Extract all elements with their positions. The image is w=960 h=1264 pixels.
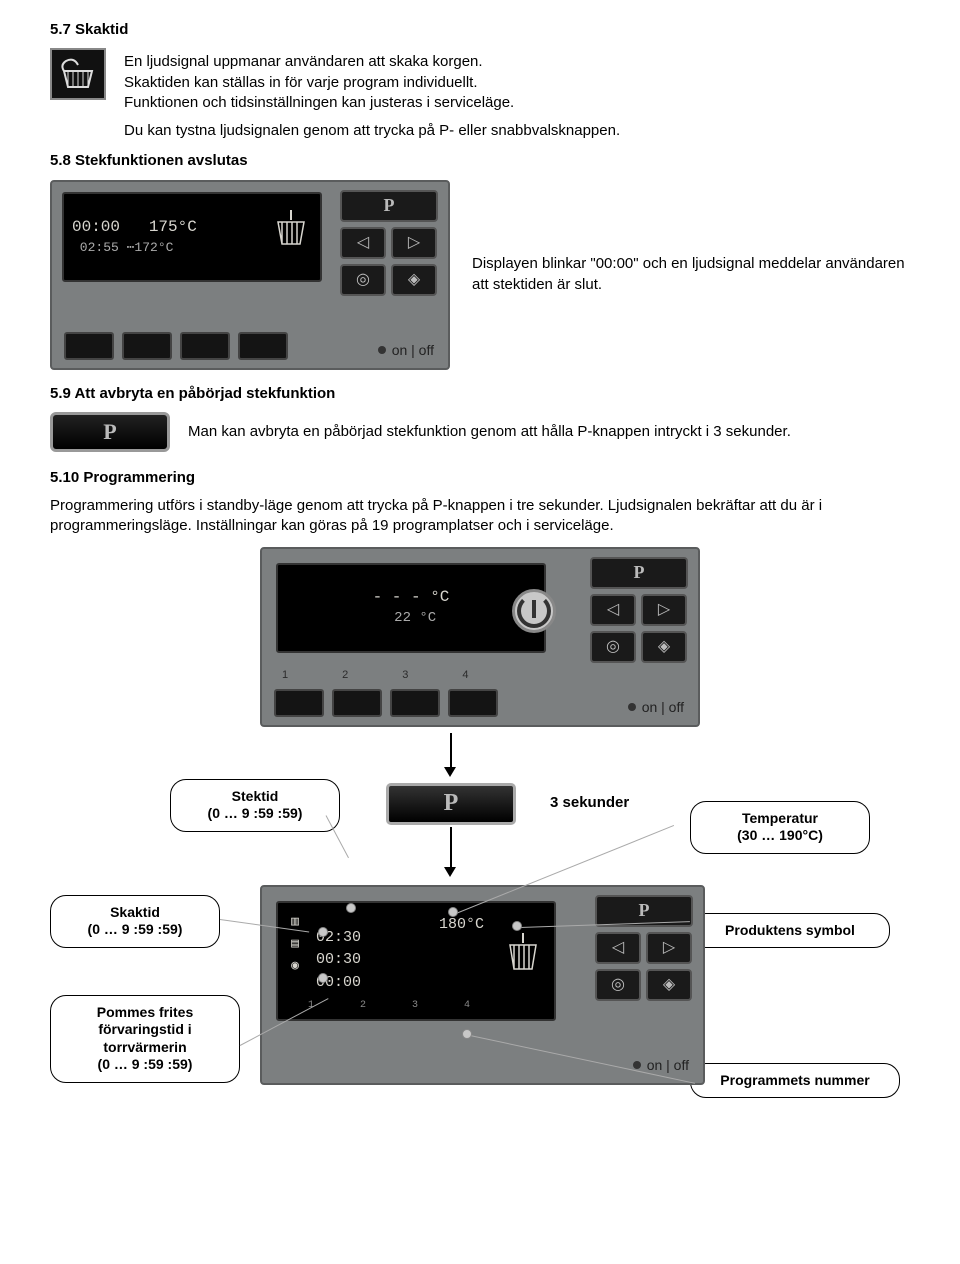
prog-num: 2 bbox=[360, 999, 366, 1013]
text-line: Skaktiden kan ställas in för varje progr… bbox=[124, 73, 514, 93]
power-icon bbox=[512, 589, 556, 633]
on-off-label: on | off bbox=[628, 698, 684, 717]
nav-left-button[interactable]: ◁ bbox=[340, 227, 386, 259]
on-off-text: on | off bbox=[647, 1056, 689, 1075]
heading-5-10: 5.10 Programmering bbox=[50, 468, 910, 488]
option-button[interactable]: ◈ bbox=[391, 264, 437, 296]
p-button-diagram: P bbox=[386, 783, 516, 825]
leader-dot bbox=[318, 927, 328, 937]
prog-num: 3 bbox=[412, 999, 418, 1013]
lcd-display: - - - °C 22 °C bbox=[276, 563, 546, 653]
label-3-sekunder: 3 sekunder bbox=[550, 793, 629, 813]
on-off-text: on | off bbox=[642, 698, 684, 717]
callout-prognr: Programmets nummer bbox=[690, 1063, 900, 1099]
side-buttons: P ◁ ▷ ◎ ◈ bbox=[340, 190, 438, 296]
section-5-9-text: Man kan avbryta en påbörjad stekfunktion… bbox=[188, 422, 791, 442]
preset-button[interactable] bbox=[390, 689, 440, 717]
basket-icon bbox=[50, 48, 106, 100]
control-panel-5-8: 00:00 175°C 02:55 ⋯172°C P ◁ ▷ ◎ ◈ on | … bbox=[50, 180, 450, 370]
preset-number: 1 bbox=[282, 668, 288, 683]
preset-row bbox=[64, 332, 288, 360]
section-5-10-text: Programmering utförs i standby-läge geno… bbox=[50, 496, 910, 537]
preset-button[interactable] bbox=[180, 332, 230, 360]
section-5-7-body: En ljudsignal uppmanar användaren att sk… bbox=[124, 48, 514, 113]
arrow-down-icon bbox=[444, 867, 456, 877]
preset-number: 2 bbox=[342, 668, 348, 683]
callout-temperatur: Temperatur (30 … 190°C) bbox=[690, 801, 870, 854]
prog-num: 4 bbox=[464, 999, 470, 1013]
option-button[interactable]: ◈ bbox=[641, 631, 687, 663]
callout-produkt: Produktens symbol bbox=[690, 913, 890, 949]
preset-numbers: 1 2 3 4 bbox=[282, 668, 469, 683]
shake-mini-icon: ▤ bbox=[286, 935, 304, 951]
on-off-text: on | off bbox=[392, 341, 434, 360]
nav-right-button[interactable]: ▷ bbox=[641, 594, 687, 626]
preset-button[interactable] bbox=[64, 332, 114, 360]
p-button-icon: P bbox=[50, 412, 170, 452]
nav-right-button[interactable]: ▷ bbox=[646, 932, 692, 964]
preset-number: 3 bbox=[402, 668, 408, 683]
nav-right-button[interactable]: ▷ bbox=[391, 227, 437, 259]
nav-left-button[interactable]: ◁ bbox=[595, 932, 641, 964]
preset-button[interactable] bbox=[238, 332, 288, 360]
display-line: - - - °C bbox=[373, 587, 450, 609]
programming-diagram: Stektid (0 … 9 :59 :59) P 3 sekunder Tem… bbox=[50, 745, 910, 1105]
control-panel-5-10: - - - °C 22 °C P ◁ ▷ ◎ ◈ 1 2 3 4 on | of… bbox=[260, 547, 700, 727]
control-panel-programming: ▥ ▤ ◉ 02:30 00:30 00:00 180°C 1 2 3 4 P bbox=[260, 885, 705, 1085]
display-program-numbers: 1 2 3 4 bbox=[308, 999, 470, 1013]
preset-row bbox=[274, 689, 498, 717]
display-line: 22 °C bbox=[386, 609, 436, 628]
preset-button[interactable] bbox=[332, 689, 382, 717]
display-icon-column: ▥ ▤ ◉ bbox=[286, 913, 304, 973]
leader-dot bbox=[512, 921, 522, 931]
leader-dot bbox=[462, 1029, 472, 1039]
lcd-display: 00:00 175°C 02:55 ⋯172°C bbox=[62, 192, 322, 282]
text-line: En ljudsignal uppmanar användaren att sk… bbox=[124, 52, 514, 72]
leader-dot bbox=[448, 907, 458, 917]
basket-display-icon bbox=[274, 208, 308, 256]
callout-pommes: Pommes frites förvaringstid i torrvärmer… bbox=[50, 995, 240, 1083]
leader-dot bbox=[346, 903, 356, 913]
preset-number: 4 bbox=[462, 668, 468, 683]
side-buttons: P ◁ ▷ ◎ ◈ bbox=[590, 557, 688, 663]
warm-mini-icon: ◉ bbox=[286, 957, 304, 973]
side-buttons: P ◁ ▷ ◎ ◈ bbox=[595, 895, 693, 1001]
preset-button[interactable] bbox=[122, 332, 172, 360]
arrow-stem bbox=[450, 733, 452, 769]
on-off-label: on | off bbox=[378, 341, 434, 360]
option-button[interactable]: ◎ bbox=[590, 631, 636, 663]
basket-display-icon bbox=[506, 931, 540, 980]
option-button[interactable]: ◎ bbox=[595, 969, 641, 1001]
basket-mini-icon: ▥ bbox=[286, 913, 304, 929]
option-button[interactable]: ◈ bbox=[646, 969, 692, 1001]
preset-button[interactable] bbox=[274, 689, 324, 717]
heading-5-9: 5.9 Att avbryta en påbörjad stekfunktion bbox=[50, 384, 910, 404]
nav-left-button[interactable]: ◁ bbox=[590, 594, 636, 626]
caption-5-8: Displayen blinkar "00:00" och en ljudsig… bbox=[472, 254, 910, 295]
display-temp: 180°C bbox=[439, 915, 484, 935]
arrow-stem bbox=[450, 827, 452, 869]
text-line: Du kan tystna ljudsignalen genom att try… bbox=[124, 121, 910, 141]
text-line: Funktionen och tidsinställningen kan jus… bbox=[124, 93, 514, 113]
callout-stektid: Stektid (0 … 9 :59 :59) bbox=[170, 779, 340, 832]
heading-5-8: 5.8 Stekfunktionen avslutas bbox=[50, 151, 910, 171]
preset-button[interactable] bbox=[448, 689, 498, 717]
callout-skaktid: Skaktid (0 … 9 :59 :59) bbox=[50, 895, 220, 948]
p-button[interactable]: P bbox=[340, 190, 438, 222]
leader-dot bbox=[318, 973, 328, 983]
p-button[interactable]: P bbox=[590, 557, 688, 589]
heading-5-7: 5.7 Skaktid bbox=[50, 20, 910, 40]
option-button[interactable]: ◎ bbox=[340, 264, 386, 296]
arrow-down-icon bbox=[444, 767, 456, 777]
